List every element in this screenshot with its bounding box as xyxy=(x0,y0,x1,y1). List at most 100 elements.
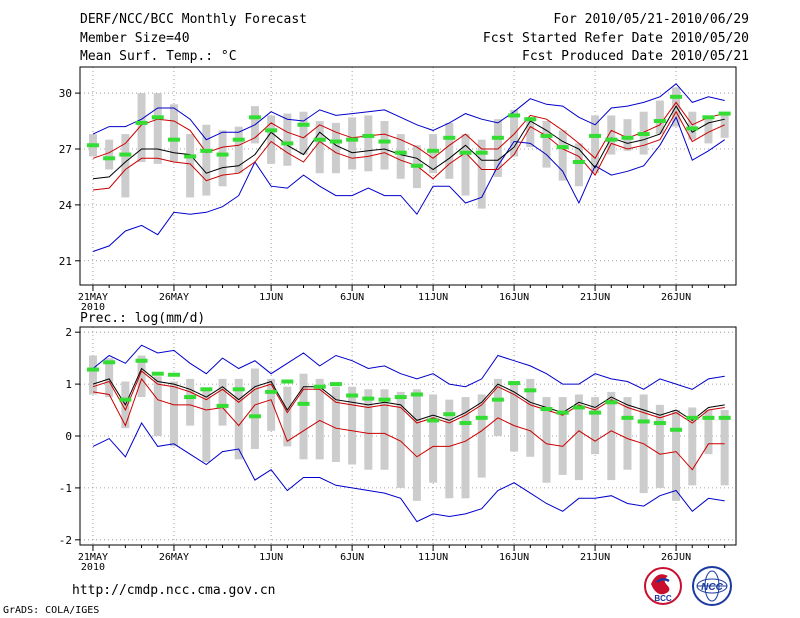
chart2-ens-mean-marker-28 xyxy=(540,407,553,412)
chart1-ens-mean-marker-9 xyxy=(232,137,245,142)
chart1-ytick-label-1: 24 xyxy=(59,199,73,212)
chart1-ens-mean-marker-19 xyxy=(394,150,407,155)
chart1-xtick-label-7: 26JUN xyxy=(661,292,691,303)
chart1-ens-mean-marker-27 xyxy=(524,117,537,122)
chart2-ens-mean-marker-10 xyxy=(248,414,261,419)
chart1-ens-mean-marker-3 xyxy=(135,120,148,125)
chart1-ens-mean-marker-30 xyxy=(572,160,585,165)
chart1-ens-mean-marker-26 xyxy=(508,113,521,118)
chart1-spread-bar-31 xyxy=(591,115,600,174)
chart2-ens-mean-marker-4 xyxy=(151,371,164,376)
chart1-spread-bar-18 xyxy=(380,121,389,170)
chart1-spread-bar-25 xyxy=(493,119,502,177)
chart1-ens-mean-marker-35 xyxy=(653,119,666,124)
chart2-ens-mean-marker-31 xyxy=(589,410,602,415)
chart2-ens-mean-marker-38 xyxy=(702,415,715,420)
chart1-spread-bar-13 xyxy=(299,111,308,155)
chart2-ens-mean-marker-35 xyxy=(653,421,666,426)
chart1-spread-bar-16 xyxy=(348,117,357,170)
chart2-ens-mean-marker-30 xyxy=(572,405,585,410)
chart1-spread-bar-33 xyxy=(623,119,632,151)
chart1-ens-mean-marker-31 xyxy=(589,133,602,138)
chart1-spread-bar-22 xyxy=(445,122,454,179)
chart1-ens-mean-marker-23 xyxy=(459,150,472,155)
chart2-spread-bar-25 xyxy=(493,378,502,436)
chart1-ens-mean-marker-32 xyxy=(605,137,618,142)
chart2-ens-mean-marker-1 xyxy=(103,360,116,365)
chart2-ens-mean-marker-33 xyxy=(621,415,634,420)
chart1-spread-bar-4 xyxy=(153,93,162,164)
chart2-xtick-label-5: 16JUN xyxy=(499,552,529,563)
chart2-spread-bar-16 xyxy=(348,386,357,465)
chart2-median-line xyxy=(92,367,725,422)
chart1-ytick-label-3: 30 xyxy=(59,87,72,100)
chart1-ens-mean-marker-18 xyxy=(378,139,391,144)
chart1-ens-mean-marker-29 xyxy=(556,145,569,150)
chart1-ens-mean-marker-37 xyxy=(686,126,699,131)
chart1-ens-mean-marker-25 xyxy=(491,135,504,140)
chart2-ens-mean-marker-18 xyxy=(378,397,391,402)
chart1-ens-mean-marker-12 xyxy=(281,141,294,146)
chart1-xtick-label-6: 21JUN xyxy=(580,292,610,303)
chart2-ens-mean-marker-23 xyxy=(459,421,472,426)
chart2-xtick-label-1: 26MAY xyxy=(159,552,189,563)
chart1-ens-mean-marker-22 xyxy=(443,135,456,140)
chart2-ytick-label-4: 2 xyxy=(65,326,72,339)
chart1-spread-bar-5 xyxy=(169,104,178,163)
chart1-spread-bar-30 xyxy=(574,143,583,187)
chart1-spread-bar-12 xyxy=(283,113,292,166)
chart2-spread-bar-31 xyxy=(591,397,600,455)
chart1-spread-bar-24 xyxy=(477,139,486,209)
chart2-ens-mean-marker-14 xyxy=(313,384,326,389)
chart2-lower-line xyxy=(92,377,725,471)
top-variable-label: Mean Surf. Temp.: °C xyxy=(80,49,237,64)
chart-title: DERF/NCC/BCC Monthly Forecast xyxy=(80,12,307,27)
chart2-spread-bar-19 xyxy=(396,391,405,488)
chart2-spread-bar-23 xyxy=(461,397,470,499)
chart2-ens-mean-marker-5 xyxy=(167,372,180,377)
chart1-spread-bar-37 xyxy=(688,111,697,140)
chart2-spread-bar-39 xyxy=(720,410,729,486)
chart2-spread-bar-17 xyxy=(364,389,373,470)
chart1-spread-bar-11 xyxy=(267,115,276,164)
chart1-ytick-label-2: 27 xyxy=(59,143,72,156)
chart2-ens-mean-marker-9 xyxy=(232,387,245,392)
chart2-max-line xyxy=(92,344,725,390)
chart1-ens-mean-marker-33 xyxy=(621,135,634,140)
chart1-spread-bar-35 xyxy=(655,100,664,135)
chart2-spread-bar-14 xyxy=(315,378,324,460)
chart2-ens-mean-marker-26 xyxy=(508,381,521,386)
chart2-spread-bar-8 xyxy=(218,378,227,426)
chart1-spread-bar-9 xyxy=(234,126,243,174)
chart2-xtick-label-4: 11JUN xyxy=(418,552,448,563)
chart1-median-line xyxy=(92,105,725,180)
chart2-ens-mean-marker-15 xyxy=(329,382,342,387)
chart1-xtick-label-0: 21MAY xyxy=(78,292,108,303)
chart1-xtick-label-2: 1JUN xyxy=(259,292,283,303)
chart1-ytick-label-0: 21 xyxy=(59,255,72,268)
chart1-spread-bar-21 xyxy=(429,134,438,174)
chart2-spread-bar-32 xyxy=(607,391,616,481)
chart2-ens-mean-marker-17 xyxy=(362,396,375,401)
chart2-ens-mean-marker-11 xyxy=(265,389,278,394)
chart1-upper-line xyxy=(92,101,725,160)
chart1-ens-mean-marker-20 xyxy=(410,163,423,168)
chart2-spread-bar-30 xyxy=(574,394,583,481)
chart2-spread-bar-11 xyxy=(267,378,276,431)
forecast-produced-date: Fcst Produced Date 2010/05/21 xyxy=(522,49,749,64)
chart2-spread-bar-10 xyxy=(250,368,259,449)
chart2-spread-bar-28 xyxy=(542,397,551,483)
chart2-spread-bar-0 xyxy=(88,355,97,395)
chart1-ens-mean-marker-13 xyxy=(297,122,310,127)
chart1-ens-mean-marker-14 xyxy=(313,137,326,142)
chart2-spread-bar-27 xyxy=(526,378,535,457)
footer-url[interactable]: http://cmdp.ncc.cma.gov.cn xyxy=(72,583,276,598)
chart2-spread-bar-36 xyxy=(672,410,681,501)
chart1-spread-bar-17 xyxy=(364,115,373,172)
chart2-spread-bar-22 xyxy=(445,399,454,499)
chart1-xtick-label-1: 26MAY xyxy=(159,292,189,303)
chart1-ens-mean-marker-6 xyxy=(184,154,197,159)
forecast-range: For 2010/05/21-2010/06/29 xyxy=(553,12,749,27)
chart2-spread-bar-20 xyxy=(412,389,421,501)
